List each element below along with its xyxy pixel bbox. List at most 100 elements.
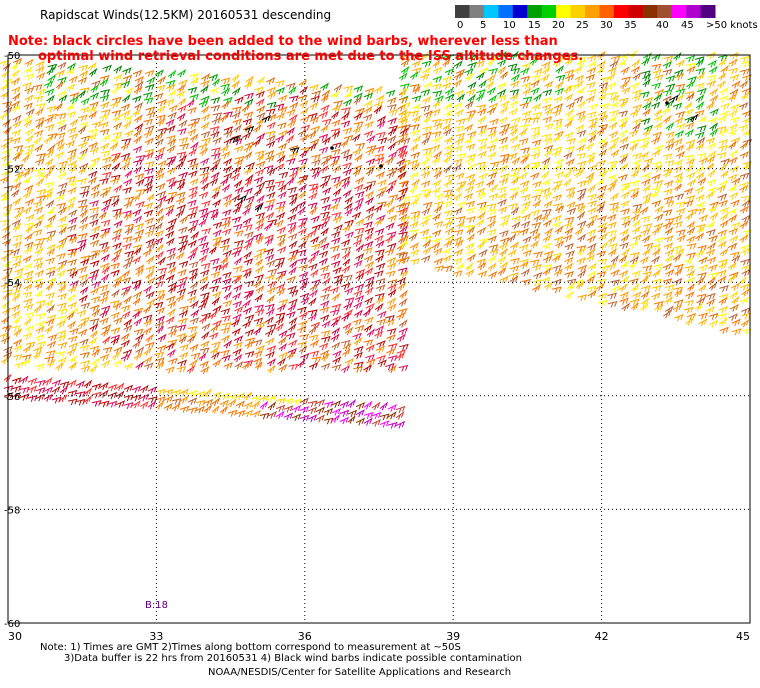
- wind-barb: [57, 123, 67, 132]
- wind-barb: [12, 255, 22, 262]
- wind-barb: [640, 228, 651, 237]
- wind-barb: [157, 267, 168, 275]
- wind-barb: [80, 365, 91, 373]
- wind-barb: [497, 192, 507, 201]
- wind-barb: [455, 172, 465, 180]
- wind-barb: [598, 92, 608, 102]
- wind-barb: [211, 341, 221, 349]
- wind-barb: [651, 53, 661, 62]
- wind-barb: [57, 89, 67, 98]
- wind-barb: [147, 386, 158, 394]
- wind-barb: [529, 228, 539, 236]
- wind-barb: [586, 155, 596, 165]
- wind-barb: [464, 262, 474, 272]
- wind-barb: [487, 151, 497, 160]
- wind-barb: [167, 69, 177, 79]
- wind-barb: [577, 188, 587, 196]
- wind-barb: [486, 208, 497, 216]
- wind-barb: [55, 69, 65, 78]
- wind-barb: [642, 107, 651, 117]
- longitude-tick-label: 36: [298, 630, 312, 643]
- wind-barb: [2, 118, 11, 128]
- wind-barb: [662, 278, 673, 286]
- wind-barb: [264, 248, 274, 256]
- wind-barb: [739, 101, 749, 110]
- wind-barb: [88, 274, 98, 282]
- wind-barb: [588, 262, 598, 271]
- wind-barb: [244, 200, 253, 210]
- wind-barb: [727, 273, 737, 283]
- wind-barb: [521, 51, 531, 61]
- wind-barb: [166, 247, 176, 255]
- wind-barb: [309, 362, 319, 370]
- wind-barb: [729, 51, 739, 60]
- wind-barb: [319, 164, 329, 174]
- wind-barb: [651, 82, 662, 90]
- wind-barb: [200, 121, 210, 130]
- wind-barb: [200, 295, 210, 305]
- wind-barb: [320, 227, 330, 236]
- wind-barb: [398, 180, 409, 188]
- wind-barb: [365, 147, 375, 156]
- wind-barb: [311, 243, 321, 251]
- wind-barb: [354, 295, 365, 303]
- wind-barb: [686, 80, 695, 90]
- wind-barb: [286, 108, 296, 117]
- wind-barb: [144, 175, 154, 183]
- wind-barb: [683, 200, 694, 208]
- wind-barb: [189, 343, 199, 352]
- wind-barb: [320, 293, 330, 301]
- wind-barb: [123, 178, 133, 187]
- wind-barb: [133, 351, 143, 361]
- wind-barb: [422, 66, 431, 76]
- wind-barb: [544, 122, 554, 131]
- wind-barb: [23, 190, 32, 199]
- legend-swatch: [613, 5, 629, 18]
- wind-barb: [155, 167, 164, 176]
- wind-barb: [630, 302, 639, 311]
- wind-barb: [144, 148, 155, 156]
- wind-barb: [375, 190, 385, 199]
- wind-barb: [115, 400, 126, 408]
- wind-barb: [176, 282, 186, 290]
- wind-barb: [200, 175, 209, 185]
- wind-barb: [453, 145, 463, 153]
- wind-barb: [432, 75, 443, 83]
- wind-barb: [308, 192, 318, 201]
- wind-barb: [44, 234, 54, 243]
- wind-barb: [421, 157, 430, 166]
- wind-barb: [422, 126, 433, 133]
- wind-barb: [11, 188, 20, 198]
- wind-barb: [58, 215, 68, 224]
- wind-barb: [195, 405, 206, 414]
- wind-barb: [399, 289, 408, 299]
- wind-barb: [587, 88, 597, 96]
- wind-barb: [286, 311, 296, 319]
- wind-barb: [91, 224, 101, 234]
- wind-barb: [486, 215, 497, 223]
- wind-barb: [387, 262, 397, 270]
- wind-barb: [146, 242, 156, 251]
- wind-barb: [399, 224, 409, 234]
- wind-barb: [68, 236, 78, 244]
- wind-barb: [90, 84, 99, 93]
- wind-barb: [353, 112, 363, 121]
- wind-barb: [718, 138, 729, 147]
- wind-barb: [79, 338, 89, 346]
- wind-barb: [44, 181, 55, 189]
- wind-barb: [320, 242, 330, 251]
- wind-barb: [24, 134, 34, 144]
- wind-barb: [67, 379, 77, 388]
- wind-barb: [686, 252, 696, 259]
- wind-barb: [620, 215, 631, 223]
- wind-barb: [289, 146, 300, 154]
- wind-barb: [740, 258, 750, 266]
- wind-barb: [145, 270, 154, 280]
- wind-barb: [199, 147, 209, 156]
- wind-barb: [663, 291, 673, 299]
- wind-barb: [566, 84, 577, 92]
- wind-barb: [209, 126, 220, 133]
- wind-barb: [363, 130, 374, 138]
- wind-barb: [102, 156, 112, 164]
- wind-barb: [45, 123, 55, 131]
